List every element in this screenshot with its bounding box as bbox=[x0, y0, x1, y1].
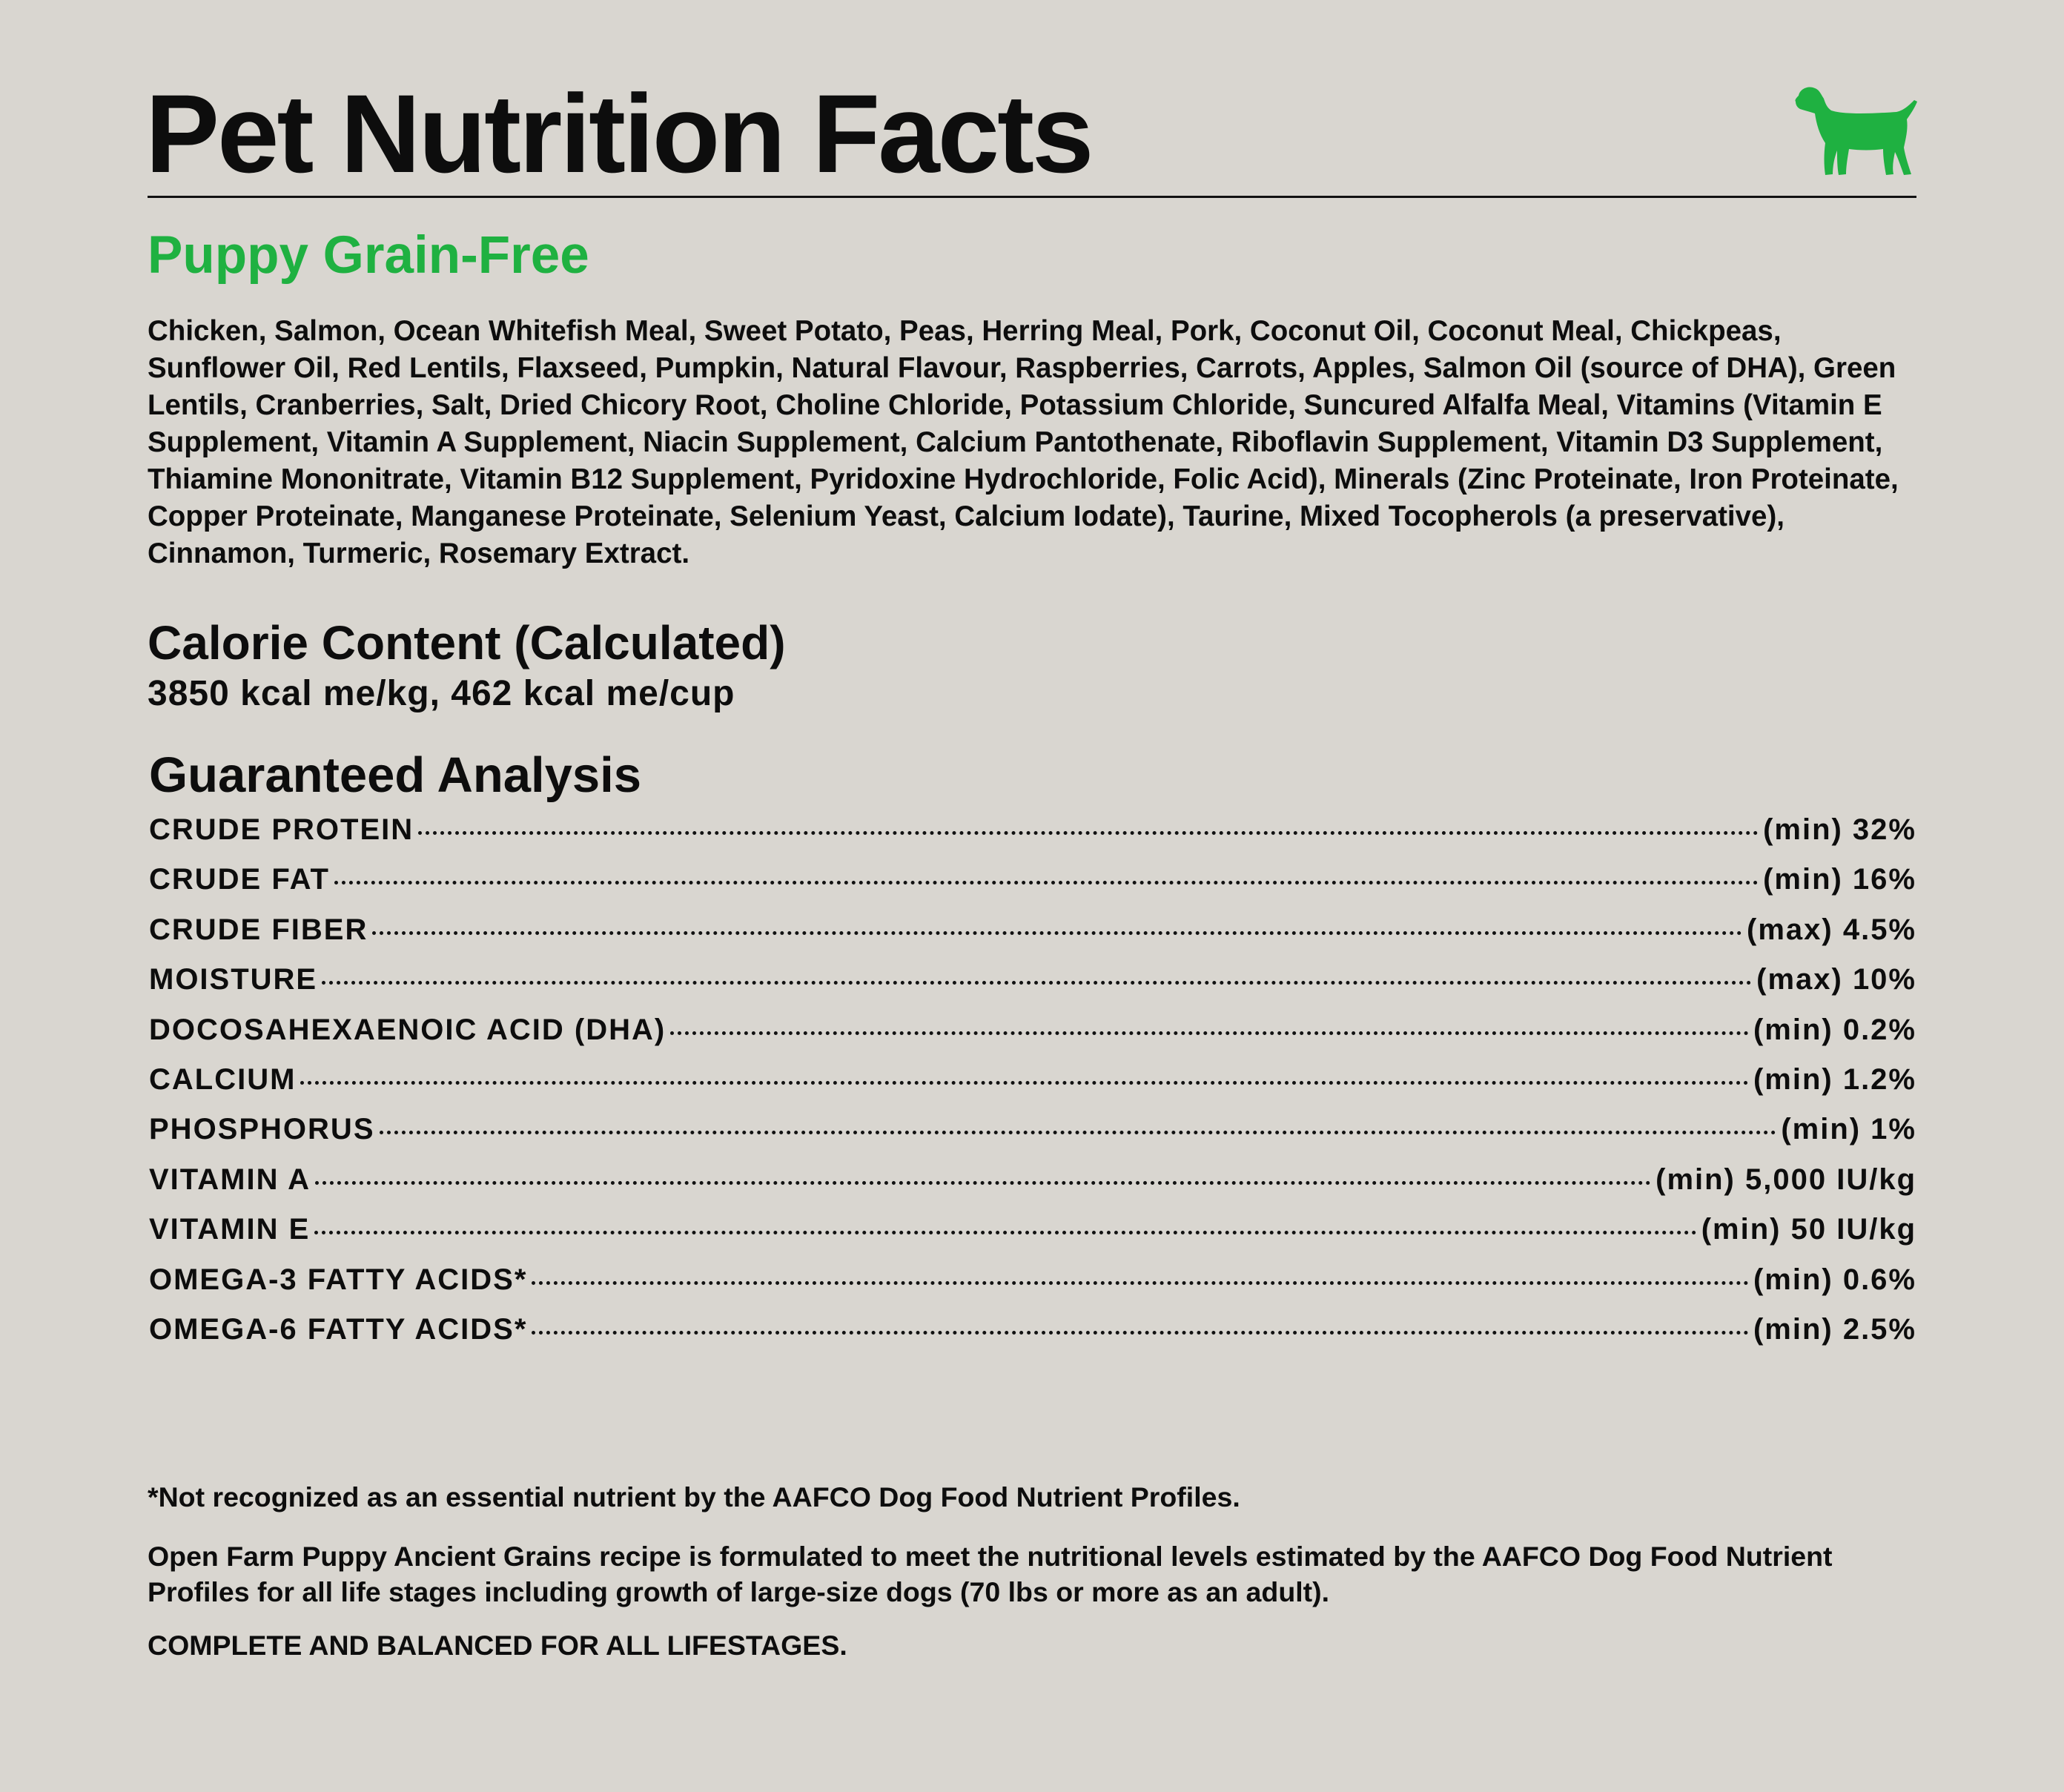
amount: (min) 16% bbox=[1763, 863, 1916, 896]
nutrient: VITAMIN E bbox=[149, 1213, 311, 1246]
analysis-row: OMEGA-6 FATTY ACIDS* (min) 2.5% bbox=[149, 1313, 1916, 1363]
dot-leader bbox=[379, 1131, 1777, 1135]
analysis-row: PHOSPHORUS (min) 1% bbox=[149, 1113, 1916, 1163]
analysis-row: VITAMIN A (min) 5,000 IU/kg bbox=[149, 1163, 1916, 1213]
nutrient: CRUDE FAT bbox=[149, 863, 330, 896]
amount: (min) 50 IU/kg bbox=[1701, 1213, 1916, 1246]
nutrient: OMEGA-3 FATTY ACIDS* bbox=[149, 1263, 528, 1296]
nutrient: CRUDE FIBER bbox=[149, 913, 368, 946]
dot-leader bbox=[314, 1180, 1652, 1185]
amount: (min) 1% bbox=[1781, 1113, 1916, 1146]
dot-leader bbox=[334, 881, 1759, 885]
calorie-heading: Calorie Content (Calculated) bbox=[148, 616, 786, 669]
dot-leader bbox=[532, 1280, 1749, 1285]
analysis-row: CRUDE FAT (min) 16% bbox=[149, 863, 1916, 913]
nutrient: VITAMIN A bbox=[149, 1163, 311, 1196]
amount: (max) 10% bbox=[1756, 963, 1916, 996]
amount: (max) 4.5% bbox=[1747, 913, 1916, 946]
dot-leader bbox=[372, 930, 1743, 935]
dot-leader bbox=[322, 981, 1753, 985]
dot-leader bbox=[670, 1031, 1749, 1035]
analysis-row: MOISTURE (max) 10% bbox=[149, 963, 1916, 1013]
footnote: COMPLETE AND BALANCED FOR ALL LIFESTAGES… bbox=[148, 1630, 847, 1661]
dot-leader bbox=[532, 1330, 1749, 1335]
analysis-row: VITAMIN E (min) 50 IU/kg bbox=[149, 1213, 1916, 1263]
subtitle: Puppy Grain-Free bbox=[148, 226, 589, 285]
ingredients: Chicken, Salmon, Ocean Whitefish Meal, S… bbox=[148, 315, 1899, 569]
nutrient: CALCIUM bbox=[149, 1062, 297, 1096]
amount: (min) 0.6% bbox=[1753, 1263, 1916, 1296]
amount: (min) 1.2% bbox=[1753, 1062, 1916, 1096]
title: Pet Nutrition Facts bbox=[145, 71, 1094, 196]
analysis-heading: Guaranteed Analysis bbox=[149, 747, 642, 803]
nutrient: OMEGA-6 FATTY ACIDS* bbox=[149, 1312, 528, 1346]
analysis-row: DOCOSAHEXAENOIC ACID (DHA) (min) 0.2% bbox=[149, 1014, 1916, 1063]
calorie-value: 3850 kcal me/kg, 462 kcal me/cup bbox=[148, 674, 735, 713]
dot-leader bbox=[418, 831, 1759, 835]
divider bbox=[148, 196, 1916, 198]
analysis-row: CRUDE FIBER (max) 4.5% bbox=[149, 913, 1916, 963]
analysis-row: CALCIUM (min) 1.2% bbox=[149, 1063, 1916, 1113]
footnote: Open Farm Puppy Ancient Grains recipe is… bbox=[148, 1541, 1833, 1607]
dog-icon bbox=[1795, 87, 1917, 175]
nutrient: MOISTURE bbox=[149, 963, 318, 996]
analysis-table: CRUDE PROTEIN (min) 32% CRUDE FAT (min) 16%… bbox=[149, 813, 1916, 1363]
dot-leader bbox=[314, 1231, 1697, 1235]
nutrient: PHOSPHORUS bbox=[149, 1113, 375, 1146]
dot-leader bbox=[300, 1080, 1749, 1085]
amount: (min) 2.5% bbox=[1753, 1312, 1916, 1346]
nutrient: DOCOSAHEXAENOIC ACID (DHA) bbox=[149, 1013, 666, 1046]
analysis-row: OMEGA-3 FATTY ACIDS* (min) 0.6% bbox=[149, 1263, 1916, 1313]
amount: (min) 0.2% bbox=[1753, 1013, 1916, 1046]
amount: (min) 5,000 IU/kg bbox=[1656, 1163, 1916, 1196]
nutrient: CRUDE PROTEIN bbox=[149, 813, 414, 846]
footnote: *Not recognized as an essential nutrient… bbox=[148, 1481, 1240, 1512]
amount: (min) 32% bbox=[1763, 813, 1916, 846]
analysis-row: CRUDE PROTEIN (min) 32% bbox=[149, 813, 1916, 863]
